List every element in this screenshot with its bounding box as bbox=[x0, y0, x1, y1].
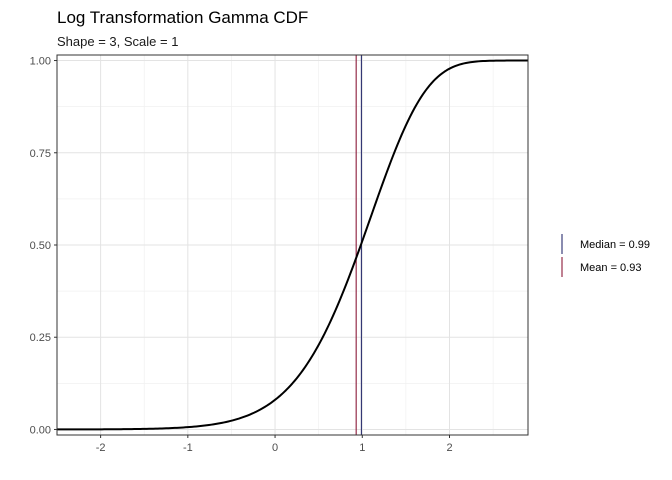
legend: Median = 0.99 Mean = 0.93 bbox=[561, 234, 650, 277]
chart-subtitle: Shape = 3, Scale = 1 bbox=[57, 34, 178, 49]
y-tick-label: 1.00 bbox=[30, 56, 51, 68]
x-tick-label: 1 bbox=[359, 442, 365, 454]
chart-title: Log Transformation Gamma CDF bbox=[57, 8, 308, 27]
x-tick-label: -2 bbox=[96, 442, 106, 454]
y-tick-label: 0.75 bbox=[30, 148, 51, 160]
legend-label-1: Mean = 0.93 bbox=[580, 262, 641, 274]
y-tick-label: 0.50 bbox=[30, 240, 51, 252]
x-tick-label: 0 bbox=[272, 442, 278, 454]
legend-label-0: Median = 0.99 bbox=[580, 239, 650, 251]
axis-tick-labels: -2 -1 0 1 2 0.00 0.25 0.50 0.75 1.00 bbox=[30, 56, 453, 454]
y-tick-label: 0.00 bbox=[30, 424, 51, 436]
y-tick-label: 0.25 bbox=[30, 332, 51, 344]
cdf-line bbox=[57, 59, 528, 431]
x-tick-label: -1 bbox=[183, 442, 193, 454]
plot-area bbox=[56, 54, 529, 436]
x-tick-label: 2 bbox=[446, 442, 452, 454]
